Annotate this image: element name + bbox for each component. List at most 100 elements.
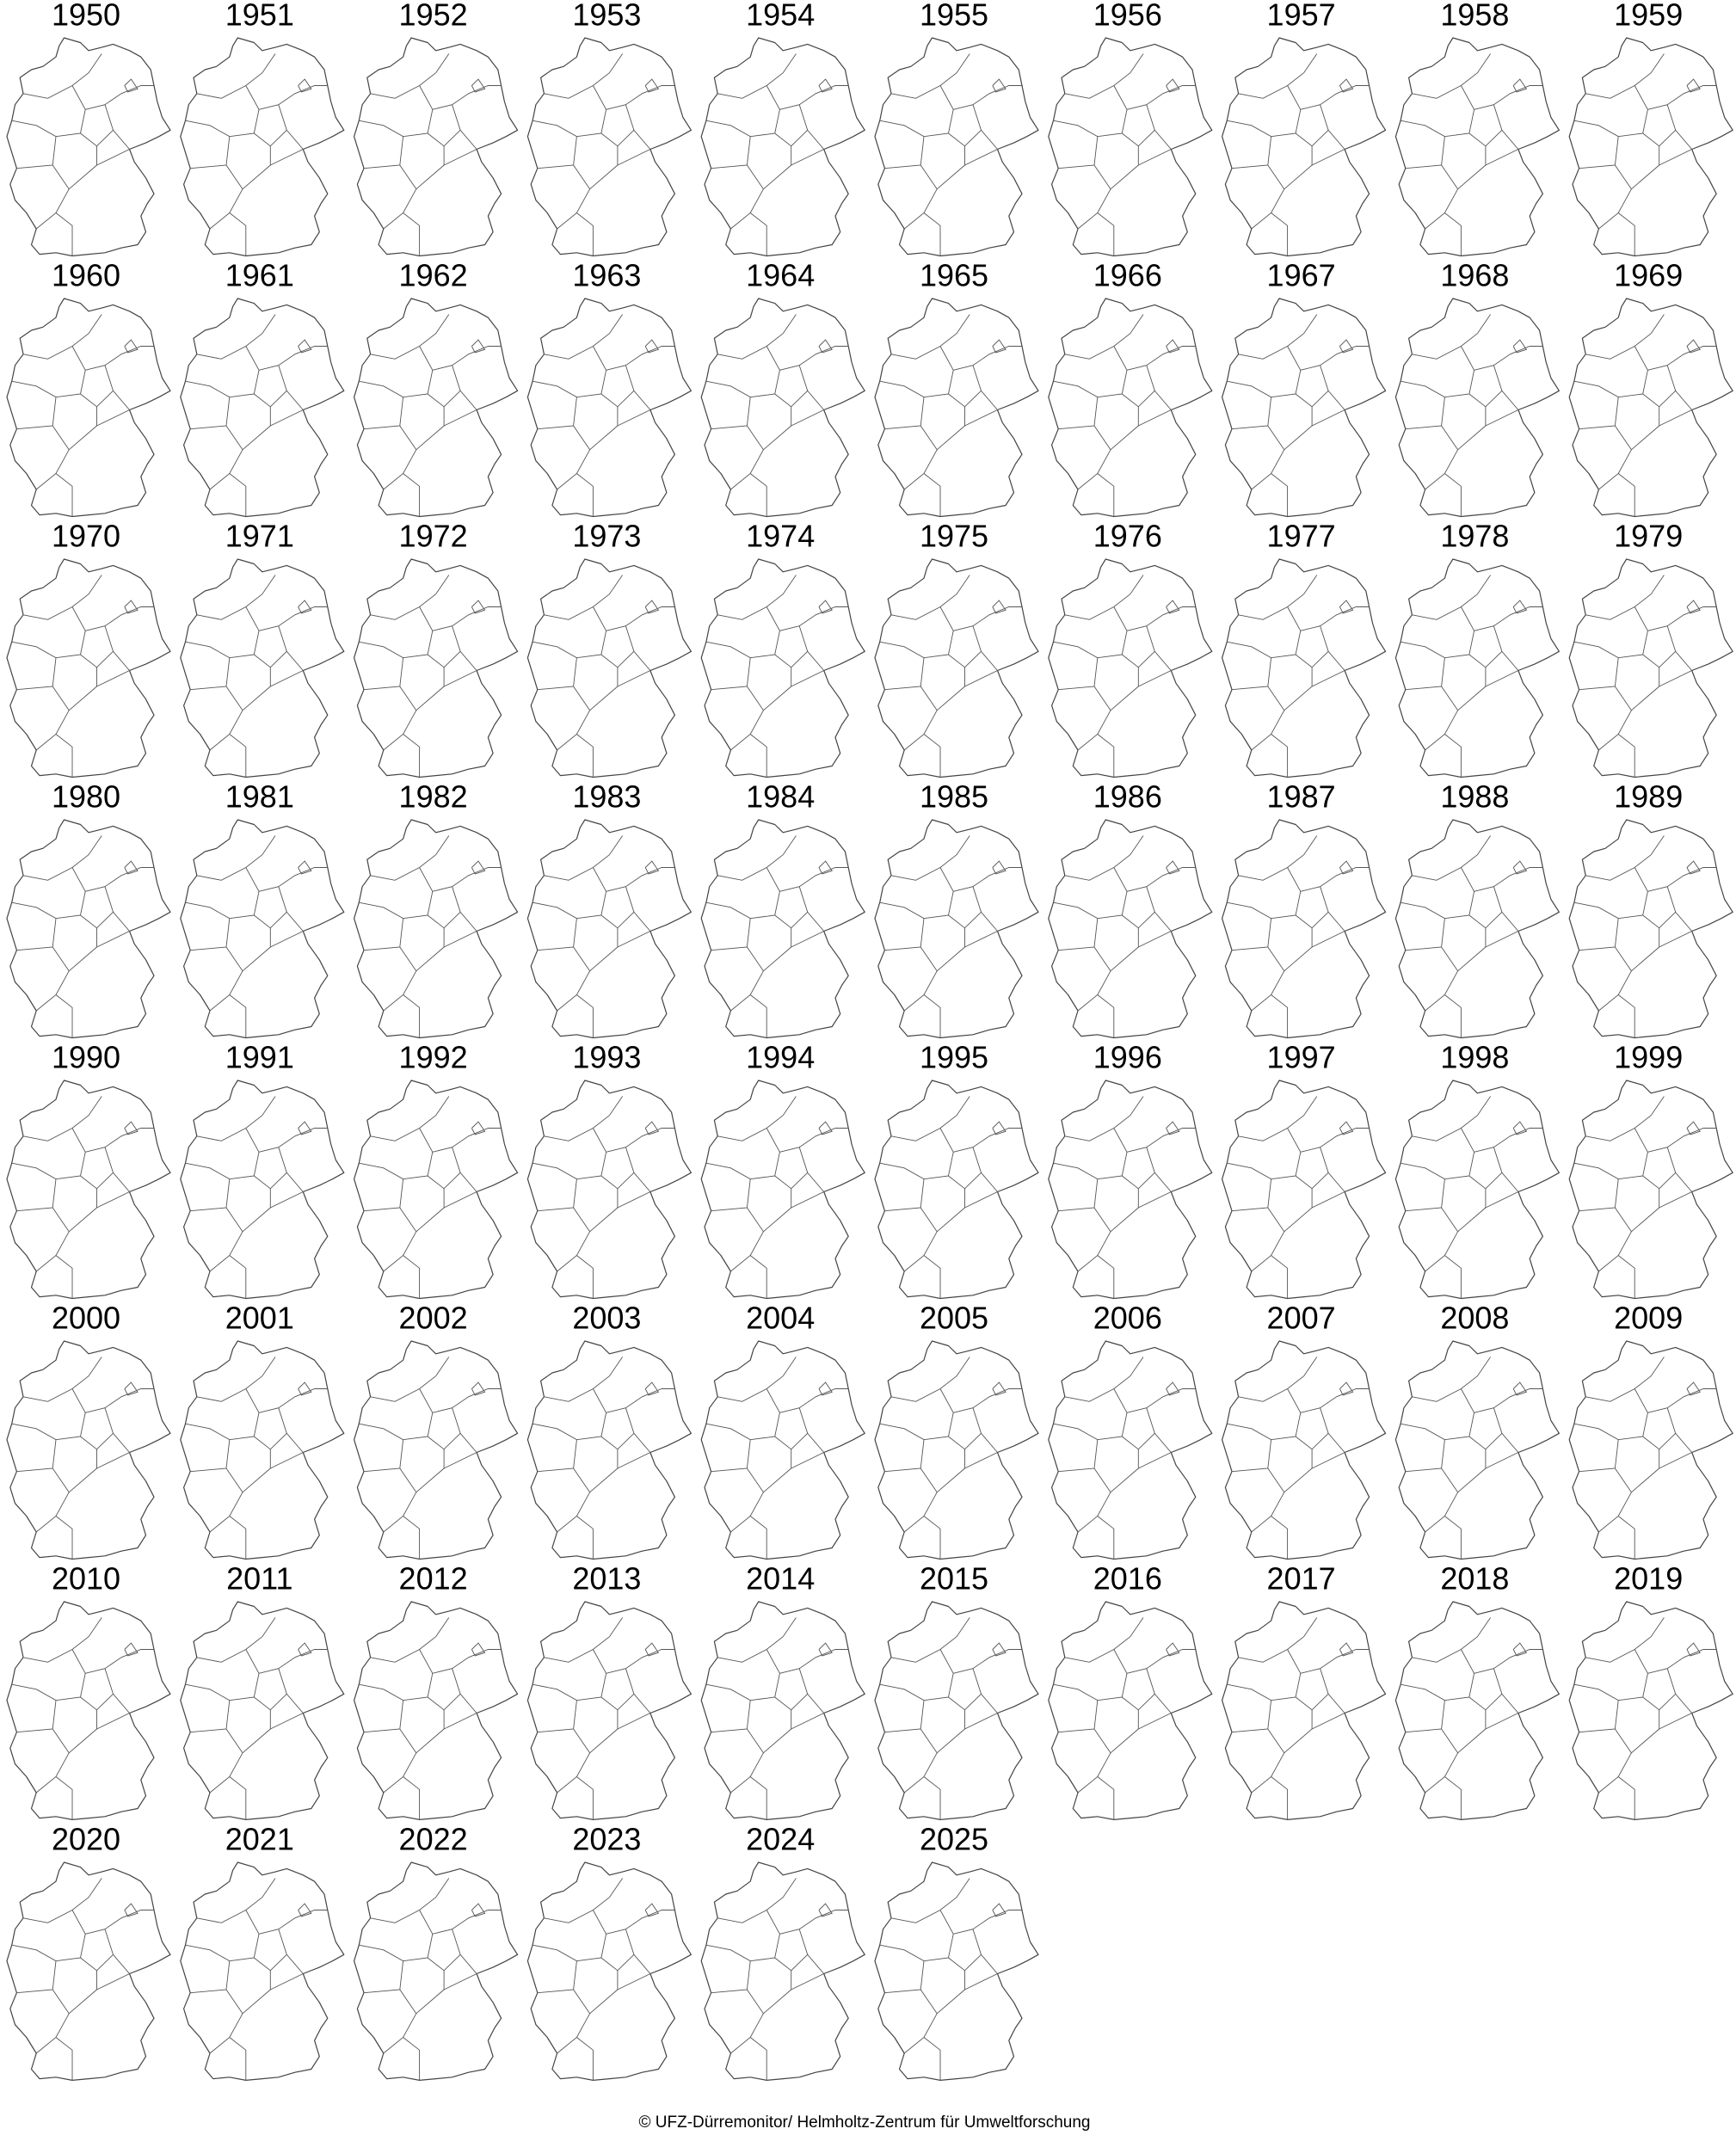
state-border (1573, 346, 1648, 398)
state-border (730, 946, 764, 1012)
state-border (1598, 425, 1632, 490)
year-label: 2010 (52, 1561, 120, 1597)
state-border (617, 1452, 651, 1469)
state-border (1097, 734, 1115, 778)
state-border (532, 1388, 607, 1441)
state-border (1227, 1388, 1302, 1441)
state-border (1512, 339, 1528, 354)
year-label: 1993 (572, 1040, 641, 1075)
map-panel: 1951 (180, 0, 345, 257)
state-border (576, 473, 594, 517)
year-label: 1959 (1614, 0, 1683, 33)
state-border (35, 946, 70, 1012)
state-border (55, 994, 73, 1038)
state-border (85, 867, 154, 892)
state-border (1271, 473, 1289, 517)
germany-outline (354, 819, 519, 1039)
state-border (383, 1728, 417, 1794)
state-border (992, 1642, 1007, 1657)
germany-outline (1568, 1080, 1733, 1300)
state-border (270, 1452, 304, 1469)
map-panel: 1969 (1568, 258, 1733, 518)
year-label: 1994 (746, 1040, 815, 1075)
state-border (791, 1191, 824, 1209)
state-border (1339, 600, 1354, 614)
state-border (432, 85, 502, 110)
state-border (1485, 1191, 1519, 1209)
year-label: 1984 (746, 779, 815, 815)
state-border (85, 346, 154, 371)
state-border (791, 931, 824, 948)
state-border (359, 85, 434, 138)
year-label: 1963 (572, 258, 641, 293)
state-border (229, 1255, 247, 1299)
state-border (1485, 149, 1519, 166)
map-panel: 1971 (180, 519, 345, 778)
state-border (1400, 1388, 1475, 1441)
germany-outline (180, 298, 345, 518)
germany-outline (526, 1601, 692, 1820)
state-border (1598, 946, 1632, 1012)
year-label: 1962 (399, 258, 468, 293)
map-panel: 1974 (700, 519, 865, 778)
state-border (1097, 473, 1115, 517)
state-border (258, 85, 328, 110)
state-border (730, 425, 764, 490)
state-border (1227, 1128, 1302, 1180)
state-border (1474, 85, 1543, 110)
state-border (1647, 1388, 1717, 1413)
state-border (55, 473, 73, 517)
germany-outline (1568, 37, 1733, 257)
state-border (1444, 1255, 1462, 1299)
state-border (471, 600, 486, 614)
state-border (432, 867, 502, 892)
year-label: 2001 (225, 1301, 294, 1336)
germany-outline (180, 1080, 345, 1300)
germany-outline (700, 1080, 865, 1300)
state-border (185, 346, 260, 398)
state-border (1227, 85, 1302, 138)
state-border (1138, 149, 1172, 166)
germany-outline (526, 1861, 692, 2081)
state-border (124, 78, 139, 93)
state-border (270, 409, 304, 427)
germany-outline (6, 37, 171, 257)
state-border (705, 1649, 780, 1701)
map-panel: 1983 (526, 779, 692, 1039)
state-border (779, 346, 849, 371)
germany-outline (1222, 819, 1387, 1039)
state-border (1271, 212, 1289, 256)
germany-outline (6, 1861, 171, 2081)
state-border (1425, 686, 1459, 751)
germany-outline (874, 558, 1039, 778)
state-border (879, 85, 954, 138)
germany-outline (354, 1340, 519, 1560)
state-border (1251, 686, 1285, 751)
map-panel: 1968 (1394, 258, 1560, 518)
map-panel: 2017 (1222, 1561, 1387, 1820)
state-border (1271, 1516, 1289, 1560)
state-border (124, 1121, 139, 1135)
state-border (791, 1973, 824, 1990)
state-border (606, 867, 675, 892)
state-border (1425, 1728, 1459, 1794)
germany-outline (700, 1340, 865, 1560)
state-border (779, 1910, 849, 1935)
state-border (11, 867, 86, 920)
germany-outline (180, 1340, 345, 1560)
map-panel: 2022 (354, 1822, 519, 2081)
state-border (298, 1121, 312, 1135)
state-border (791, 149, 824, 166)
state-border (383, 1207, 417, 1272)
state-border (879, 867, 954, 920)
germany-outline (700, 819, 865, 1039)
year-label: 1964 (746, 258, 815, 293)
state-border (55, 212, 73, 256)
state-border (55, 1516, 73, 1560)
state-border (258, 1128, 328, 1153)
state-border (953, 346, 1022, 371)
state-border (185, 606, 260, 659)
state-border (606, 1910, 675, 1935)
state-border (1300, 1388, 1370, 1413)
state-border (1573, 1649, 1648, 1701)
